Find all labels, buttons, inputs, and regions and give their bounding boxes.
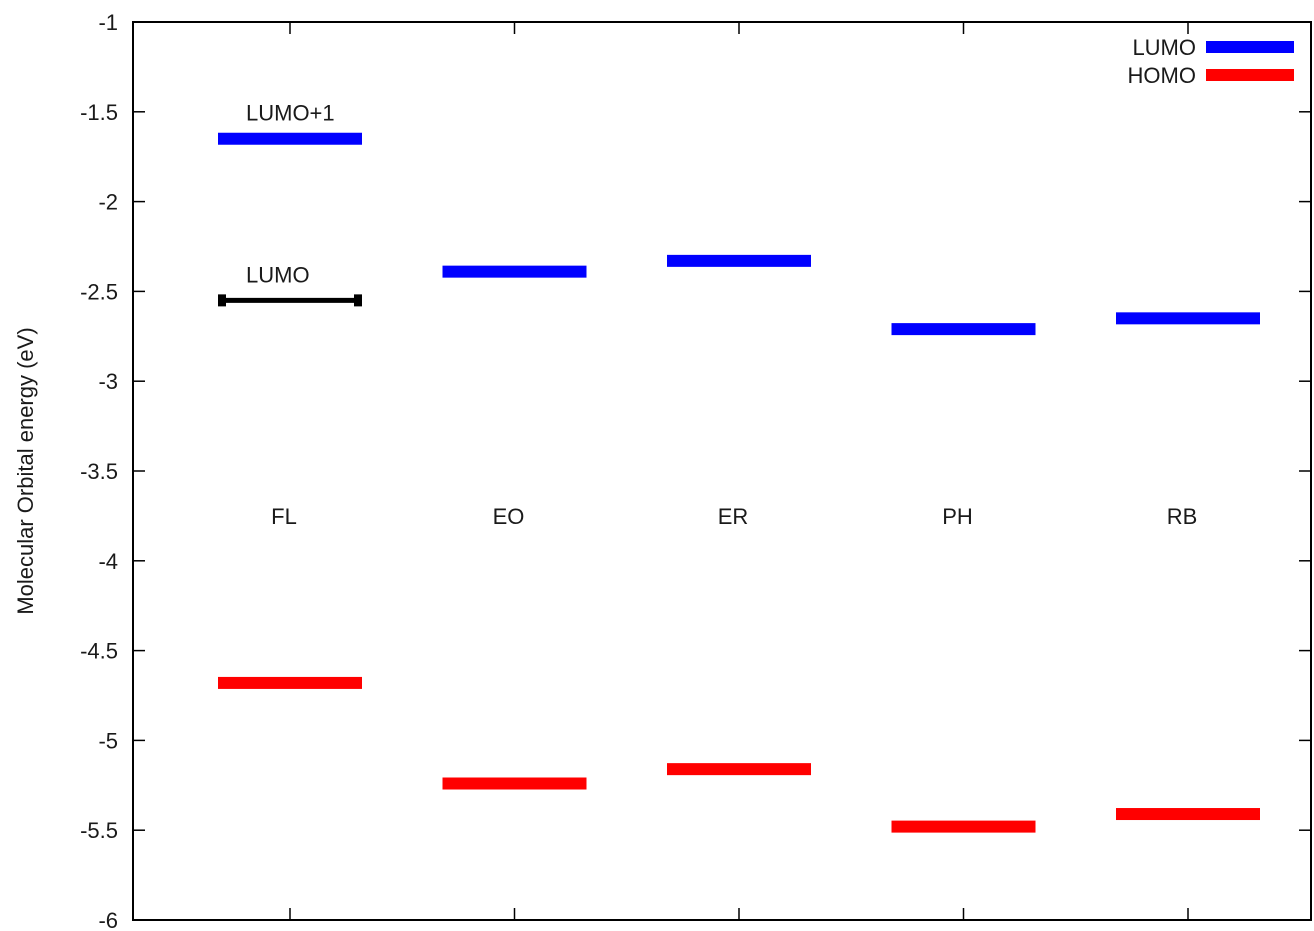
homo-level bbox=[667, 763, 811, 775]
homo-level bbox=[892, 821, 1036, 833]
y-tick-label: -1 bbox=[98, 10, 118, 35]
category-label: ER bbox=[718, 504, 749, 529]
y-tick-label: -4 bbox=[98, 549, 118, 574]
lumo-level bbox=[892, 323, 1036, 335]
category-label: PH bbox=[942, 504, 973, 529]
y-tick-label: -5 bbox=[98, 728, 118, 753]
y-axis-title: Molecular Orbital energy (eV) bbox=[13, 327, 38, 614]
level-annotations: LUMO LUMO+1 bbox=[246, 101, 335, 288]
category-label: RB bbox=[1167, 504, 1198, 529]
legend-swatch bbox=[1206, 41, 1294, 53]
y-tick-label: -5.5 bbox=[80, 818, 118, 843]
legend-label: LUMO bbox=[1132, 35, 1196, 60]
homo-level bbox=[218, 677, 362, 689]
y-tick-label: -6 bbox=[98, 908, 118, 931]
category-label: EO bbox=[493, 504, 525, 529]
lumo-level bbox=[443, 266, 587, 278]
category-labels: FL EO ER PH RB bbox=[271, 504, 1197, 529]
plot-frame bbox=[133, 22, 1311, 920]
category-label: FL bbox=[271, 504, 297, 529]
y-tick-label: -3.5 bbox=[80, 459, 118, 484]
lumo-level bbox=[1116, 312, 1260, 324]
energy-levels bbox=[218, 133, 1260, 833]
legend-label: HOMO bbox=[1128, 63, 1196, 88]
extra-lumo-cap-right bbox=[354, 294, 362, 306]
level-annotation: LUMO+1 bbox=[246, 101, 335, 126]
legend: LUMO HOMO bbox=[1128, 35, 1294, 88]
extra-lumo-label: LUMO bbox=[246, 262, 310, 287]
y-tick-label: -3 bbox=[98, 369, 118, 394]
y-tick-label: -2 bbox=[98, 190, 118, 215]
axis-ticks bbox=[133, 22, 1311, 920]
lumo-level bbox=[218, 133, 362, 145]
extra-lumo-cap-left bbox=[218, 294, 226, 306]
y-tick-labels: -1 -1.5 -2 -2.5 -3 -3.5 -4 -4.5 -5 -5.5 -6 bbox=[80, 10, 118, 931]
homo-level bbox=[443, 778, 587, 790]
y-tick-label: -1.5 bbox=[80, 100, 118, 125]
y-tick-label: -2.5 bbox=[80, 279, 118, 304]
y-tick-label: -4.5 bbox=[80, 639, 118, 664]
homo-level bbox=[1116, 808, 1260, 820]
lumo-level bbox=[667, 255, 811, 267]
legend-swatch bbox=[1206, 69, 1294, 81]
